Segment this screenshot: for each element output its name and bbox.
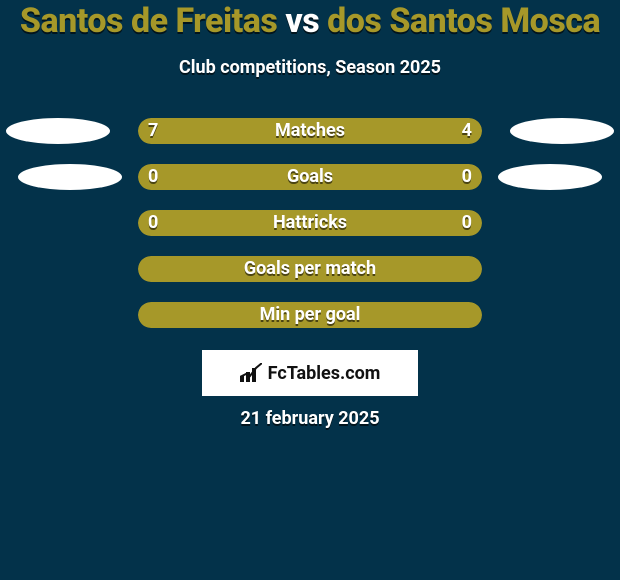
title-left-name: Santos de Freitas [20, 1, 277, 41]
stat-rows: Matches74Goals00Hattricks00Goals per mat… [0, 118, 620, 348]
stat-right-value: 4 [462, 118, 472, 144]
stat-row: Hattricks00 [0, 210, 620, 256]
stat-bar-right-fill [310, 210, 482, 236]
subtitle: Club competitions, Season 2025 [0, 57, 620, 78]
page-title: Santos de Freitas vs dos Santos Mosca [0, 2, 620, 41]
stat-bar-track [138, 302, 482, 328]
logo-band: FcTables.com [202, 350, 418, 396]
stat-bar-right-fill [310, 164, 482, 190]
logo-text: FcTables.com [268, 363, 381, 384]
stat-right-value: 0 [462, 164, 472, 190]
title-right-name: dos Santos Mosca [327, 1, 600, 41]
player-right-ellipse [498, 164, 602, 190]
player-right-ellipse [510, 118, 614, 144]
stat-left-value: 0 [148, 210, 158, 236]
stat-bar-track [138, 210, 482, 236]
player-left-ellipse [18, 164, 122, 190]
stat-bar-left-fill [138, 256, 310, 282]
title-vs: vs [285, 1, 319, 41]
date-line: 21 february 2025 [0, 408, 620, 429]
stat-bar-left-fill [138, 118, 357, 144]
stat-bar-left-fill [138, 210, 310, 236]
player-left-ellipse [6, 118, 110, 144]
stat-bar-left-fill [138, 164, 310, 190]
stat-right-value: 0 [462, 210, 472, 236]
stat-row: Matches74 [0, 118, 620, 164]
stat-row: Goals00 [0, 164, 620, 210]
stat-bar-right-fill [310, 302, 482, 328]
comparison-infographic: Santos de Freitas vs dos Santos Mosca Cl… [0, 0, 620, 580]
stat-bar-left-fill [138, 302, 310, 328]
stat-left-value: 0 [148, 164, 158, 190]
stat-bar-track [138, 118, 482, 144]
stat-bar-track [138, 256, 482, 282]
stat-bar-track [138, 164, 482, 190]
stat-left-value: 7 [148, 118, 158, 144]
stat-bar-right-fill [310, 256, 482, 282]
stat-row: Goals per match [0, 256, 620, 302]
trend-line-icon [240, 363, 262, 379]
stat-row: Min per goal [0, 302, 620, 348]
bar-chart-icon [240, 364, 262, 382]
